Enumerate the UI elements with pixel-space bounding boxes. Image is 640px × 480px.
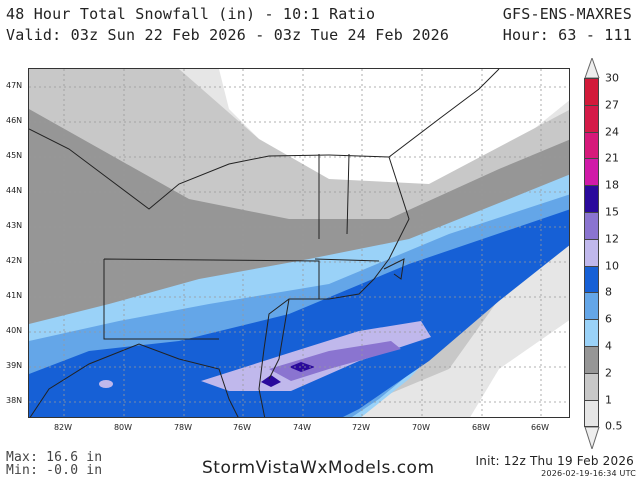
lat-label: 43N	[6, 221, 23, 230]
colorbar-label: 0.5	[605, 419, 623, 433]
lat-label: 38N	[6, 396, 23, 405]
site-name: StormVistaWxModels.com	[202, 458, 435, 478]
colorbar-label: 30	[605, 71, 619, 85]
no-snow-area	[470, 320, 569, 417]
lon-label: 68W	[471, 423, 491, 432]
colorbar-label: 12	[605, 232, 619, 246]
lon-label: 70W	[411, 423, 431, 432]
snow-band-15in	[289, 362, 315, 372]
colorbar-swatch	[584, 158, 599, 187]
colorbar-swatch	[584, 346, 599, 374]
colorbar-swatch	[584, 399, 599, 428]
colorbar-swatch	[584, 104, 599, 133]
snowfall-map	[28, 68, 570, 418]
colorbar-label: 8	[605, 285, 612, 299]
snow-band-15in	[261, 375, 281, 387]
init-time: Init: 12z Thu 19 Feb 2026	[475, 454, 634, 468]
colorbar-label: 1	[605, 393, 612, 407]
colorbar-bottom-arrow	[584, 427, 600, 449]
colorbar-label: 2	[605, 366, 612, 380]
snow-band-10in	[99, 380, 113, 388]
colorbar-swatch	[584, 238, 599, 267]
lon-label: 72W	[351, 423, 371, 432]
lat-label: 46N	[6, 116, 23, 125]
colorbar-label: 15	[605, 205, 619, 219]
lon-label: 80W	[113, 423, 133, 432]
colorbar-label: 24	[605, 125, 619, 139]
lat-label: 40N	[6, 326, 23, 335]
colorbar-label: 4	[605, 339, 612, 353]
lat-label: 39N	[6, 361, 23, 370]
render-timestamp: 2026-02-19-16:34 UTC	[541, 469, 636, 478]
colorbar-swatch	[584, 319, 599, 347]
colorbar-swatch	[584, 265, 599, 294]
colorbar-label: 10	[605, 259, 619, 273]
colorbar-swatch	[584, 292, 599, 321]
lon-label: 78W	[173, 423, 193, 432]
lat-label: 47N	[6, 81, 23, 90]
lat-label: 42N	[6, 256, 23, 265]
colorbar-label: 21	[605, 151, 619, 165]
colorbar-label: 6	[605, 312, 612, 326]
colorbar-swatch	[584, 185, 599, 213]
colorbar-swatch	[584, 212, 599, 240]
model-name: GFS-ENS-MAXRES	[502, 5, 632, 23]
snow-band-8in	[29, 209, 569, 417]
lat-label: 45N	[6, 151, 23, 160]
colorbar-top-arrow	[584, 58, 600, 78]
valid-period: Valid: 03z Sun 22 Feb 2026 - 03z Tue 24 …	[6, 26, 450, 44]
forecast-hours: Hour: 63 - 111	[502, 26, 632, 44]
lat-label: 41N	[6, 291, 23, 300]
colorbar-swatch	[584, 372, 599, 401]
colorbar-label: 27	[605, 98, 619, 112]
colorbar-label: 18	[605, 178, 619, 192]
borders-coastlines	[29, 69, 500, 417]
max-value: Max: 16.6 in	[6, 450, 103, 465]
lat-label: 44N	[6, 186, 23, 195]
lon-label: 76W	[232, 423, 252, 432]
lon-label: 74W	[292, 423, 312, 432]
lon-label: 82W	[53, 423, 73, 432]
colorbar-swatch	[584, 78, 599, 106]
map-title: 48 Hour Total Snowfall (in) - 10:1 Ratio	[6, 5, 376, 23]
graticule	[29, 69, 569, 417]
min-value: Min: -0.0 in	[6, 463, 103, 478]
colorbar-swatch	[584, 131, 599, 160]
lon-label: 66W	[530, 423, 550, 432]
